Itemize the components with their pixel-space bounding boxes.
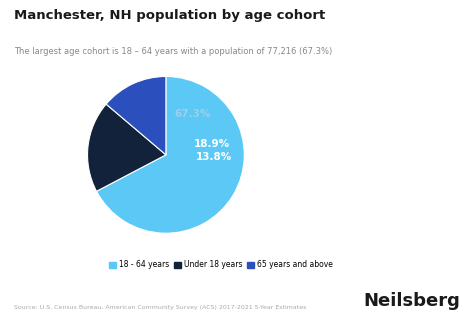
Wedge shape: [88, 104, 166, 191]
Text: Manchester, NH population by age cohort: Manchester, NH population by age cohort: [14, 9, 326, 22]
Text: 13.8%: 13.8%: [196, 152, 233, 162]
Legend: 18 - 64 years, Under 18 years, 65 years and above: 18 - 64 years, Under 18 years, 65 years …: [106, 257, 336, 272]
Text: Neilsberg: Neilsberg: [363, 292, 460, 310]
Text: The largest age cohort is 18 – 64 years with a population of 77,216 (67.3%): The largest age cohort is 18 – 64 years …: [14, 47, 332, 56]
Text: 67.3%: 67.3%: [174, 109, 211, 119]
Wedge shape: [97, 76, 244, 233]
Text: Source: U.S. Census Bureau, American Community Survey (ACS) 2017-2021 5-Year Est: Source: U.S. Census Bureau, American Com…: [14, 305, 307, 310]
Text: 18.9%: 18.9%: [193, 139, 230, 149]
Wedge shape: [106, 76, 166, 155]
